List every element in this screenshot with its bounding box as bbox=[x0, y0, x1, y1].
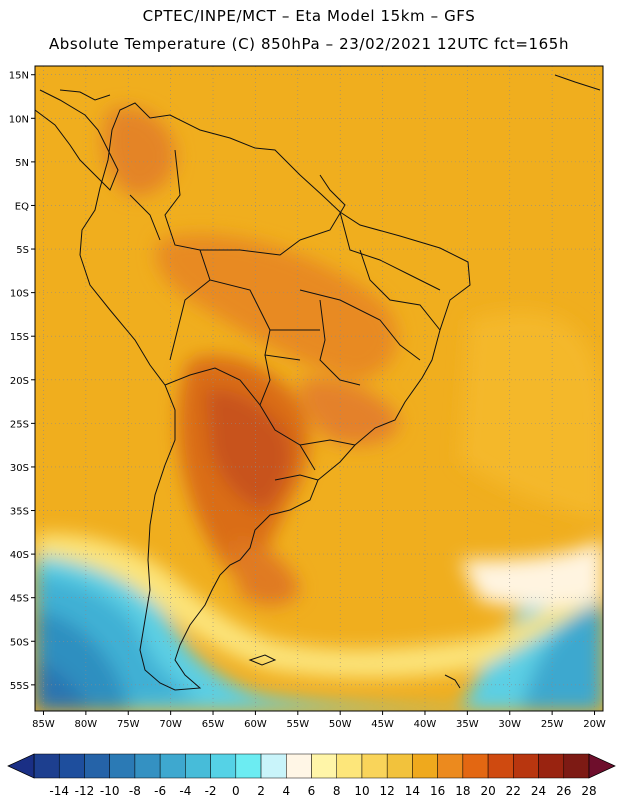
colorbar-label: -10 bbox=[100, 784, 120, 798]
lon-label: 20W bbox=[583, 719, 606, 730]
axis-ticks: 15N 10N 5N EQ 5S 10S 15S 20S 25S 30S 35S 40S 45S 50S 5… bbox=[9, 71, 606, 730]
colorbar-swatch bbox=[185, 753, 211, 779]
lat-label: 40S bbox=[10, 550, 29, 561]
colorbar-label: 28 bbox=[581, 784, 596, 798]
lon-label: 45W bbox=[371, 719, 394, 730]
colorbar-swatch bbox=[437, 753, 464, 779]
lon-label: 25W bbox=[541, 719, 564, 730]
colorbar-label: -2 bbox=[205, 784, 217, 798]
lat-label: 20S bbox=[10, 376, 29, 387]
lat-label: 45S bbox=[10, 594, 29, 605]
colorbar-swatch bbox=[159, 753, 186, 779]
colorbar-label: 18 bbox=[455, 784, 470, 798]
lon-label: 65W bbox=[202, 719, 225, 730]
lat-label: 30S bbox=[10, 463, 29, 474]
colorbar-swatch bbox=[84, 753, 110, 779]
lat-label: 5N bbox=[15, 158, 29, 169]
colorbar-label: -14 bbox=[49, 784, 69, 798]
lat-label: 55S bbox=[10, 681, 29, 692]
colorbar-label: 20 bbox=[480, 784, 495, 798]
map-title: CPTEC/INPE/MCT – Eta Model 15km – GFS bbox=[142, 7, 476, 25]
lon-label: 75W bbox=[117, 719, 140, 730]
colorbar-swatch bbox=[361, 753, 388, 779]
colorbar-label: 26 bbox=[556, 784, 571, 798]
colorbar-label: 0 bbox=[232, 784, 240, 798]
lon-label: 30W bbox=[498, 719, 521, 730]
colorbar-swatch bbox=[260, 753, 287, 779]
colorbar-swatch bbox=[538, 753, 565, 779]
colorbar-swatch bbox=[33, 753, 60, 779]
colorbar-label: 24 bbox=[531, 784, 546, 798]
lat-label: 15S bbox=[10, 332, 29, 343]
colorbar-swatch bbox=[210, 753, 237, 779]
colorbar-label: 10 bbox=[354, 784, 369, 798]
colorbar-label: -6 bbox=[154, 784, 166, 798]
colorbar-swatch bbox=[235, 753, 262, 779]
lon-label: 60W bbox=[244, 719, 267, 730]
colorbar-over-arrow bbox=[588, 753, 616, 779]
colorbar-swatch bbox=[487, 753, 514, 779]
lat-label: 25S bbox=[10, 419, 29, 430]
lon-label: 50W bbox=[329, 719, 352, 730]
colorbar-label: -8 bbox=[129, 784, 141, 798]
colorbar-label: 22 bbox=[506, 784, 521, 798]
colorbar-swatch bbox=[563, 753, 590, 779]
colorbar-label: 16 bbox=[430, 784, 445, 798]
lon-label: 70W bbox=[159, 719, 182, 730]
lat-label: 15N bbox=[9, 71, 29, 82]
colorbar-label: -4 bbox=[179, 784, 191, 798]
map-frame bbox=[34, 65, 604, 712]
colorbar-label: 14 bbox=[405, 784, 420, 798]
lon-label: 35W bbox=[456, 719, 479, 730]
colorbar-label: 4 bbox=[282, 784, 290, 798]
lat-label: EQ bbox=[15, 201, 29, 212]
colorbar-swatch bbox=[412, 753, 438, 779]
lon-label: 85W bbox=[32, 719, 55, 730]
grid-lines bbox=[35, 66, 603, 711]
lat-label: 35S bbox=[10, 507, 29, 518]
colorbar-label: 8 bbox=[333, 784, 341, 798]
lon-label: 55W bbox=[286, 719, 309, 730]
colorbar-swatch bbox=[462, 753, 489, 779]
lon-label: 80W bbox=[75, 719, 98, 730]
colorbar-swatch bbox=[109, 753, 136, 779]
colorbar-swatch bbox=[58, 753, 85, 779]
lat-label: 50S bbox=[10, 637, 29, 648]
colorbar-swatch bbox=[386, 753, 413, 779]
colorbar-label: -12 bbox=[75, 784, 95, 798]
colorbar-under-arrow bbox=[7, 753, 35, 779]
colorbar-label: 12 bbox=[380, 784, 395, 798]
lon-label: 40W bbox=[414, 719, 437, 730]
colorbar-swatch bbox=[311, 753, 337, 779]
map-subtitle: Absolute Temperature (C) 850hPa – 23/02/… bbox=[48, 35, 570, 53]
coastlines-and-borders bbox=[35, 74, 601, 691]
colorbar-swatch bbox=[336, 753, 363, 779]
colorbar-swatch bbox=[513, 753, 539, 779]
colorbar-label: 2 bbox=[257, 784, 265, 798]
lat-label: 10N bbox=[9, 114, 29, 125]
colorbar-swatch bbox=[286, 753, 312, 779]
colorbar-label: 6 bbox=[308, 784, 316, 798]
lat-label: 5S bbox=[16, 245, 29, 256]
colorbar-swatch bbox=[134, 753, 161, 779]
lat-label: 10S bbox=[10, 289, 29, 300]
